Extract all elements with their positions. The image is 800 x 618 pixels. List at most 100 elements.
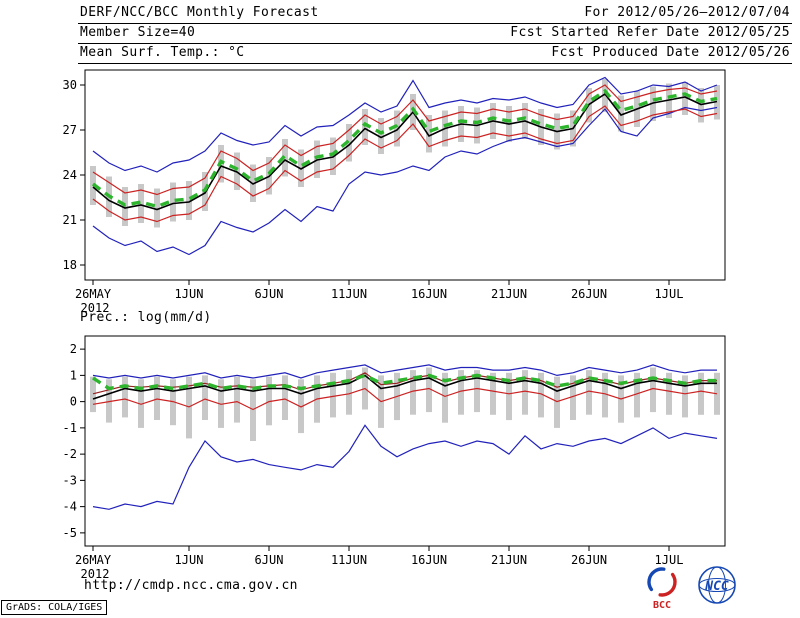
spread-bar	[218, 379, 224, 428]
series-ensemble-min	[92, 424, 718, 510]
spread-bar	[330, 372, 336, 418]
spread-bar	[538, 372, 544, 418]
y-tick-label: 18	[63, 258, 77, 272]
series-median	[92, 374, 717, 400]
spread-bar	[602, 79, 608, 112]
spread-bar	[506, 372, 512, 421]
y-tick-label: 0	[70, 395, 77, 409]
series-ensemble-mean	[91, 88, 718, 209]
spread-bar	[282, 375, 288, 420]
spread-bar	[410, 370, 416, 415]
spread-bar	[138, 184, 144, 223]
ncc-logo-label: NCC	[704, 579, 729, 594]
x-tick-label: 1JUL	[655, 287, 684, 301]
spread-bar	[634, 372, 640, 418]
header-row-1: DERF/NCC/BCC Monthly Forecast For 2012/0…	[78, 4, 792, 24]
x-tick-label: 16JUN	[411, 287, 447, 301]
x-tick-label: 1JUN	[175, 287, 204, 301]
logo-group: BCC NCC	[640, 564, 742, 612]
y-tick-label: -2	[63, 447, 77, 461]
source-url: http://cmdp.ncc.cma.gov.cn	[84, 578, 298, 593]
series-ensemble-min	[92, 106, 718, 256]
y-tick-label: 24	[63, 168, 77, 182]
plot-frame	[84, 335, 726, 547]
spread-bar	[618, 95, 624, 132]
forecast-range: For 2012/05/26—2012/07/04	[584, 5, 790, 20]
y-tick-label: 2	[70, 342, 77, 356]
series-ensemble-mean	[92, 373, 717, 391]
precip-panel-label: Prec.: log(mm/d)	[80, 310, 212, 325]
series-ensemble-max	[92, 76, 718, 173]
x-tick-label: 26JUN	[571, 287, 607, 301]
grads-credit: GrADS: COLA/IGES	[1, 600, 108, 615]
spread-bar	[122, 376, 128, 418]
x-tick-label: 21JUN	[491, 553, 527, 567]
x-tick-label: 26MAY	[75, 553, 112, 567]
spread-bar	[442, 372, 448, 423]
spread-bar	[346, 370, 352, 415]
x-tick-label: 6JUN	[255, 287, 284, 301]
spread-bar	[154, 188, 160, 228]
header-row-2: Member Size=40 Fcst Started Refer Date 2…	[78, 24, 792, 44]
plot-frame	[84, 69, 726, 281]
bcc-logo-label: BCC	[653, 600, 671, 611]
spread-bar	[394, 110, 400, 147]
spread-bar	[346, 124, 352, 162]
spread-bar	[458, 370, 464, 415]
y-tick-label: -3	[63, 473, 77, 487]
x-tick-label: 1JUN	[175, 553, 204, 567]
spread-bar	[90, 376, 96, 413]
spread-bar	[202, 375, 208, 420]
spread-bar	[378, 118, 384, 154]
spread-bar	[586, 370, 592, 415]
spread-bar	[522, 370, 528, 415]
spread-bar	[666, 372, 672, 415]
x-tick-label: 6JUN	[255, 553, 284, 567]
header: DERF/NCC/BCC Monthly Forecast For 2012/0…	[78, 4, 792, 64]
fcst-produced-date: Fcst Produced Date 2012/05/26	[551, 45, 790, 60]
spread-bar	[474, 370, 480, 413]
ncc-logo: NCC	[698, 566, 736, 604]
spread-bar	[554, 376, 560, 428]
chart-title: DERF/NCC/BCC Monthly Forecast	[80, 5, 319, 20]
spread-bar	[426, 367, 432, 413]
x-tick-label: 16JUN	[411, 553, 447, 567]
y-tick-label: 21	[63, 213, 77, 227]
series-lower-quartile	[92, 387, 718, 411]
series-ensemble-max	[92, 364, 717, 379]
x-tick-label: 26JUN	[571, 553, 607, 567]
spread-bar	[698, 372, 704, 415]
y-tick-label: -1	[63, 421, 77, 435]
y-tick-label: -5	[63, 526, 77, 540]
x-tick-label: 11JUN	[331, 287, 367, 301]
series-median	[92, 92, 718, 211]
spread-bar	[154, 376, 160, 420]
spread-bar	[682, 375, 688, 418]
spread-bar	[186, 376, 192, 439]
y-tick-label: 30	[63, 78, 77, 92]
spread-bar	[186, 181, 192, 220]
spread-bar	[298, 379, 304, 434]
spread-bar	[602, 372, 608, 418]
spread-bar	[362, 109, 368, 145]
spread-bar	[570, 375, 576, 420]
spread-bar	[426, 115, 432, 153]
precipitation-chart: -5 -4 -3 -2 -1 0 1 2 26MAY 1JUN 6JUN 11JUN 16JUN 21JU…	[63, 335, 726, 581]
y-tick-label: 1	[70, 368, 77, 382]
header-row-3: Mean Surf. Temp.: °C Fcst Produced Date …	[78, 44, 792, 64]
x-year-label: 2012	[81, 301, 110, 315]
series-upper-quartile	[92, 84, 718, 196]
spread-bar	[234, 376, 240, 423]
spread-bar	[170, 379, 176, 426]
member-size: Member Size=40	[80, 25, 196, 40]
x-tick-label: 1JUL	[655, 553, 684, 567]
temp-panel-label: Mean Surf. Temp.: °C	[80, 45, 245, 60]
spread-bar	[490, 372, 496, 415]
y-tick-label: -4	[63, 500, 77, 514]
spread-bar	[682, 82, 688, 115]
y-tick-label: 27	[63, 123, 77, 137]
x-tick-label: 26MAY	[75, 287, 112, 301]
temperature-chart: 18 21 24 27 30 26MAY 1JUN 6JUN 11JUN 16JUN 21JUN 26…	[63, 69, 726, 315]
x-year-label: 2012	[81, 567, 110, 581]
